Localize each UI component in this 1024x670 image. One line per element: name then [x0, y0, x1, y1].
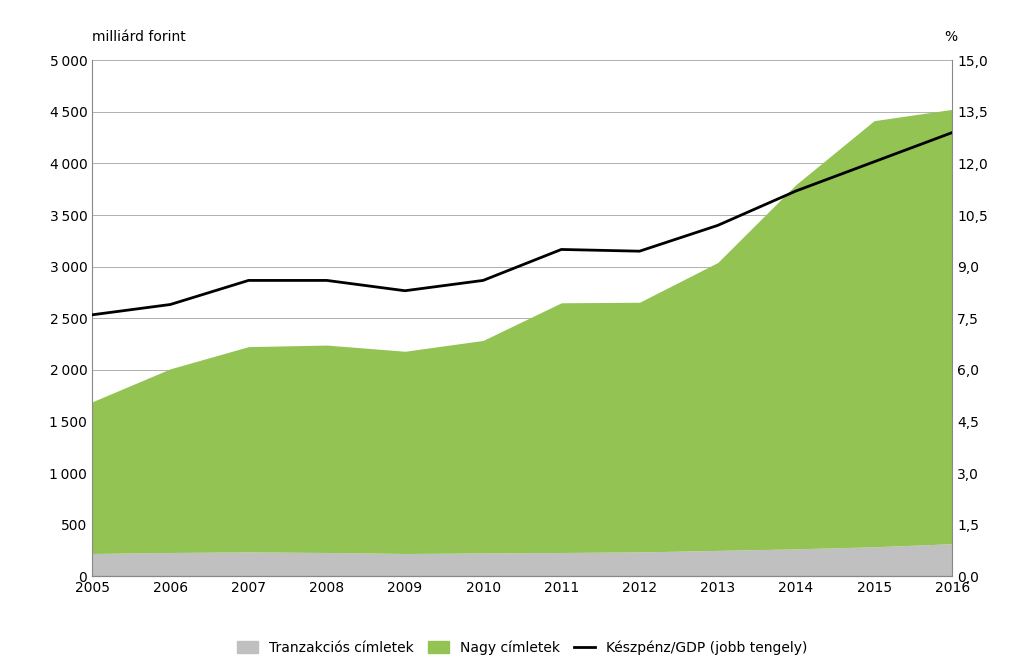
Legend: Tranzakciós címletek, Nagy címletek, Készpénz/GDP (jobb tengely): Tranzakciós címletek, Nagy címletek, Kés… — [231, 634, 813, 661]
Text: %: % — [944, 29, 957, 44]
Text: milliárd forint: milliárd forint — [92, 29, 186, 44]
